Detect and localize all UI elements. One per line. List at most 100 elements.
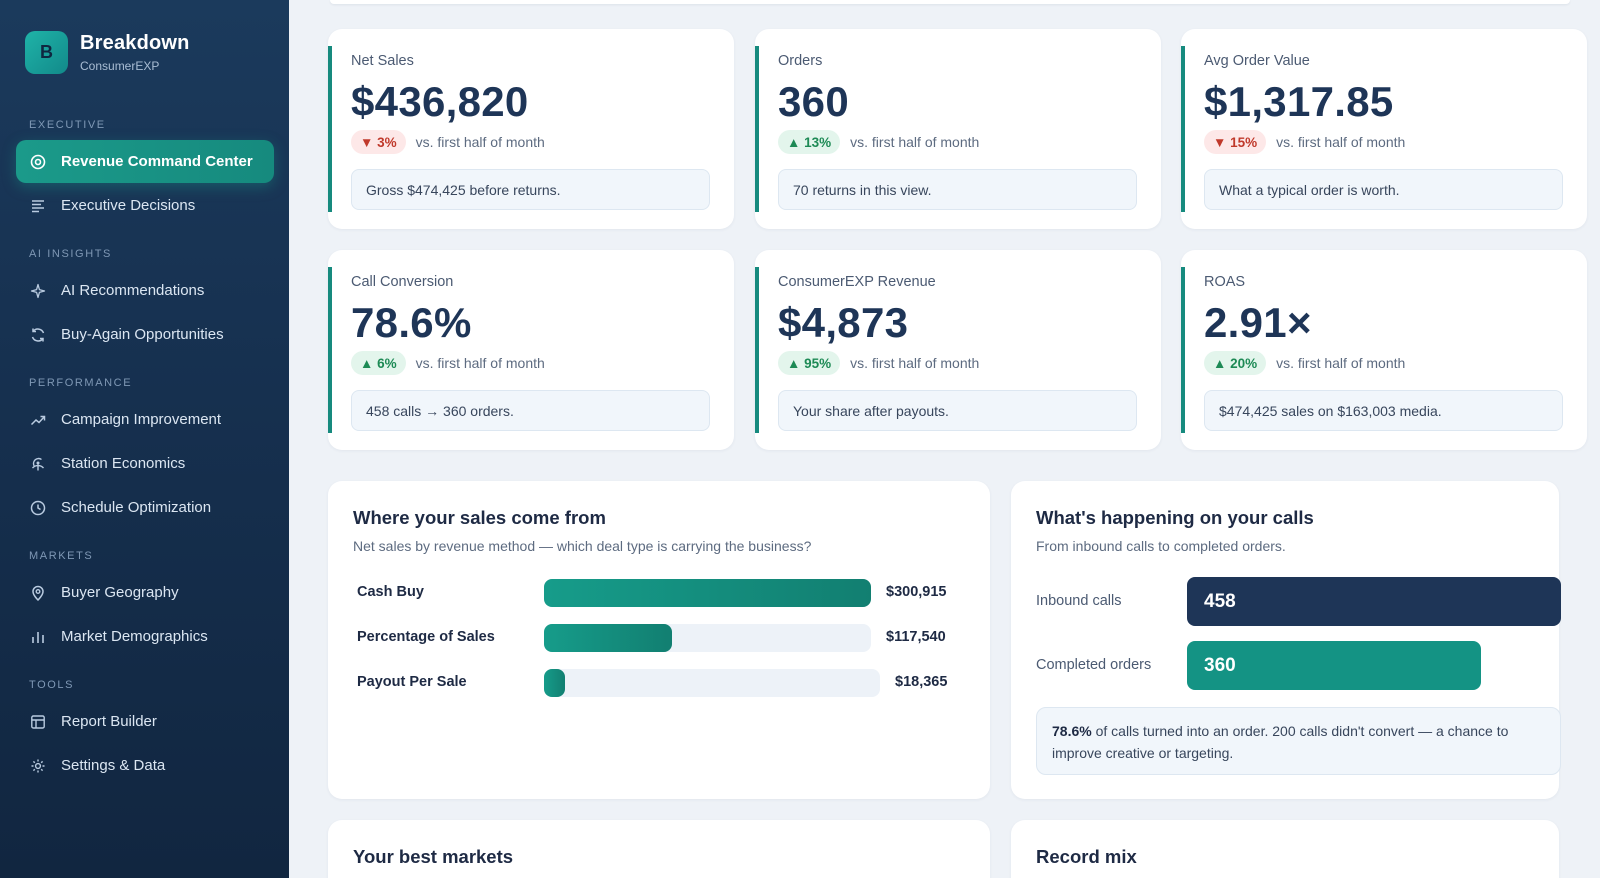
kpi-value: $4,873 [778, 299, 909, 346]
funnel-bar-inbound-calls[interactable]: 458 [1187, 577, 1561, 626]
kpi-card-call-conversion: Call Conversion 78.6% ▲ 6% vs. first hal… [328, 250, 734, 450]
card-accent [328, 267, 332, 433]
bar-row: Cash Buy $300,915 [357, 579, 957, 607]
sidebar-item-buyer-geography[interactable]: Buyer Geography [16, 571, 274, 614]
sidebar-item-settings-data[interactable]: Settings & Data [16, 744, 274, 787]
bar-chart-icon [30, 629, 46, 645]
nav-section-tools: TOOLS [29, 679, 75, 691]
sidebar-item-revenue-command-center[interactable]: Revenue Command Center [16, 140, 274, 183]
delta-badge: ▲ 13% [778, 130, 841, 154]
sidebar-item-buy-again-opportunities[interactable]: Buy-Again Opportunities [16, 313, 274, 356]
kpi-note: What a typical order is worth. [1204, 169, 1563, 210]
sidebar-item-label: Report Builder [61, 713, 157, 730]
bar-label: Cash Buy [357, 584, 424, 600]
sidebar-item-station-economics[interactable]: Station Economics [16, 442, 274, 485]
conversion-rate: 78.6% [1052, 723, 1092, 739]
panel-title: Where your sales come from [353, 507, 606, 528]
kpi-value: 360 [778, 78, 849, 125]
card-accent [755, 267, 759, 433]
bar-row: Payout Per Sale $18,365 [357, 669, 957, 697]
panel-subtitle: Net sales by revenue method — which deal… [353, 538, 812, 554]
sidebar-item-label: Station Economics [61, 455, 186, 472]
kpi-note: $474,425 sales on $163,003 media. [1204, 390, 1563, 431]
kpi-card-consumerexp-revenue: ConsumerEXP Revenue $4,873 ▲ 95% vs. fir… [755, 250, 1161, 450]
bar[interactable] [544, 624, 672, 652]
record-mix-panel: Record mix [1011, 820, 1559, 878]
target-icon [30, 154, 46, 170]
panel-title: Record mix [1036, 846, 1137, 867]
kpi-card-roas: ROAS 2.91× ▲ 20% vs. first half of month… [1181, 250, 1587, 450]
kpi-note: Your share after payouts. [778, 390, 1137, 431]
delta-text: vs. first half of month [1276, 134, 1406, 150]
funnel-bar-completed-orders[interactable]: 360 [1187, 641, 1481, 690]
kpi-note: 70 returns in this view. [778, 169, 1137, 210]
sidebar-item-schedule-optimization[interactable]: Schedule Optimization [16, 486, 274, 529]
gear-icon [30, 758, 46, 774]
sidebar-item-executive-decisions[interactable]: Executive Decisions [16, 184, 274, 227]
delta-text: vs. first half of month [415, 134, 545, 150]
bar-label: Percentage of Sales [357, 629, 495, 645]
kpi-label: Avg Order Value [1204, 53, 1310, 69]
sidebar-item-label: Buy-Again Opportunities [61, 326, 224, 343]
trend-icon [30, 412, 46, 428]
panel-subtitle: From inbound calls to completed orders. [1036, 538, 1286, 554]
delta-badge: ▲ 6% [351, 351, 406, 375]
kpi-value: $1,317.85 [1204, 78, 1394, 125]
panel-title: What's happening on your calls [1036, 507, 1314, 528]
delta-text: vs. first half of month [850, 355, 980, 371]
sidebar-item-campaign-improvement[interactable]: Campaign Improvement [16, 398, 274, 441]
bar[interactable] [544, 579, 871, 607]
clock-icon [30, 500, 46, 516]
nav-section-markets: MARKETS [29, 550, 94, 562]
delta-badge: ▼ 15% [1204, 130, 1267, 154]
broadcast-icon [30, 456, 46, 472]
sidebar-item-label: Market Demographics [61, 628, 208, 645]
refresh-icon [30, 327, 46, 343]
best-markets-panel: Your best markets [328, 820, 990, 878]
conversion-note-text: of calls turned into an order. 200 calls… [1052, 723, 1509, 761]
bar-track [544, 579, 871, 607]
delta-text: vs. first half of month [1276, 355, 1406, 371]
kpi-note: 458 calls → 360 orders. [351, 390, 710, 431]
sidebar-item-label: Campaign Improvement [61, 411, 222, 428]
kpi-label: Net Sales [351, 53, 414, 69]
kpi-value: $436,820 [351, 78, 529, 125]
sidebar: B Breakdown ConsumerEXP EXECUTIVE Revenu… [0, 0, 289, 878]
kpi-label: Orders [778, 53, 823, 69]
brand[interactable]: B Breakdown ConsumerEXP [25, 31, 190, 74]
bar-label: Payout Per Sale [357, 674, 467, 690]
kpi-value: 2.91× [1204, 299, 1312, 346]
map-pin-icon [30, 585, 46, 601]
funnel-stage-label: Inbound calls [1036, 593, 1122, 609]
sales-source-panel: Where your sales come from Net sales by … [328, 481, 990, 799]
delta-badge: ▼ 3% [351, 130, 406, 154]
sidebar-item-label: Executive Decisions [61, 197, 196, 214]
kpi-card-avg-order-value: Avg Order Value $1,317.85 ▼ 15% vs. firs… [1181, 29, 1587, 229]
calls-panel: What's happening on your calls From inbo… [1011, 481, 1561, 799]
bar-row: Percentage of Sales $117,540 [357, 624, 957, 652]
sidebar-item-label: Settings & Data [61, 757, 166, 774]
kpi-card-orders: Orders 360 ▲ 13% vs. first half of month… [755, 29, 1161, 229]
sparkle-icon [30, 283, 46, 299]
bar-value-label: $117,540 [886, 629, 946, 645]
list-icon [30, 198, 46, 214]
sidebar-item-ai-recommendations[interactable]: AI Recommendations [16, 269, 274, 312]
top-strip [330, 0, 1570, 4]
layout-icon [30, 714, 46, 730]
kpi-label: Call Conversion [351, 274, 454, 290]
bar[interactable] [544, 669, 565, 697]
sidebar-item-label: Revenue Command Center [61, 153, 253, 170]
delta-text: vs. first half of month [415, 355, 545, 371]
funnel-stage-label: Completed orders [1036, 657, 1152, 673]
brand-subtitle: ConsumerEXP [80, 59, 160, 73]
card-accent [755, 46, 759, 212]
delta-badge: ▲ 20% [1204, 351, 1267, 375]
card-accent [328, 46, 332, 212]
bar-track [544, 624, 871, 652]
sidebar-item-report-builder[interactable]: Report Builder [16, 700, 274, 743]
sidebar-item-market-demographics[interactable]: Market Demographics [16, 615, 274, 658]
kpi-value: 78.6% [351, 299, 472, 346]
card-accent [1181, 267, 1185, 433]
brand-title: Breakdown [80, 32, 190, 54]
brand-logo: B [25, 31, 68, 74]
